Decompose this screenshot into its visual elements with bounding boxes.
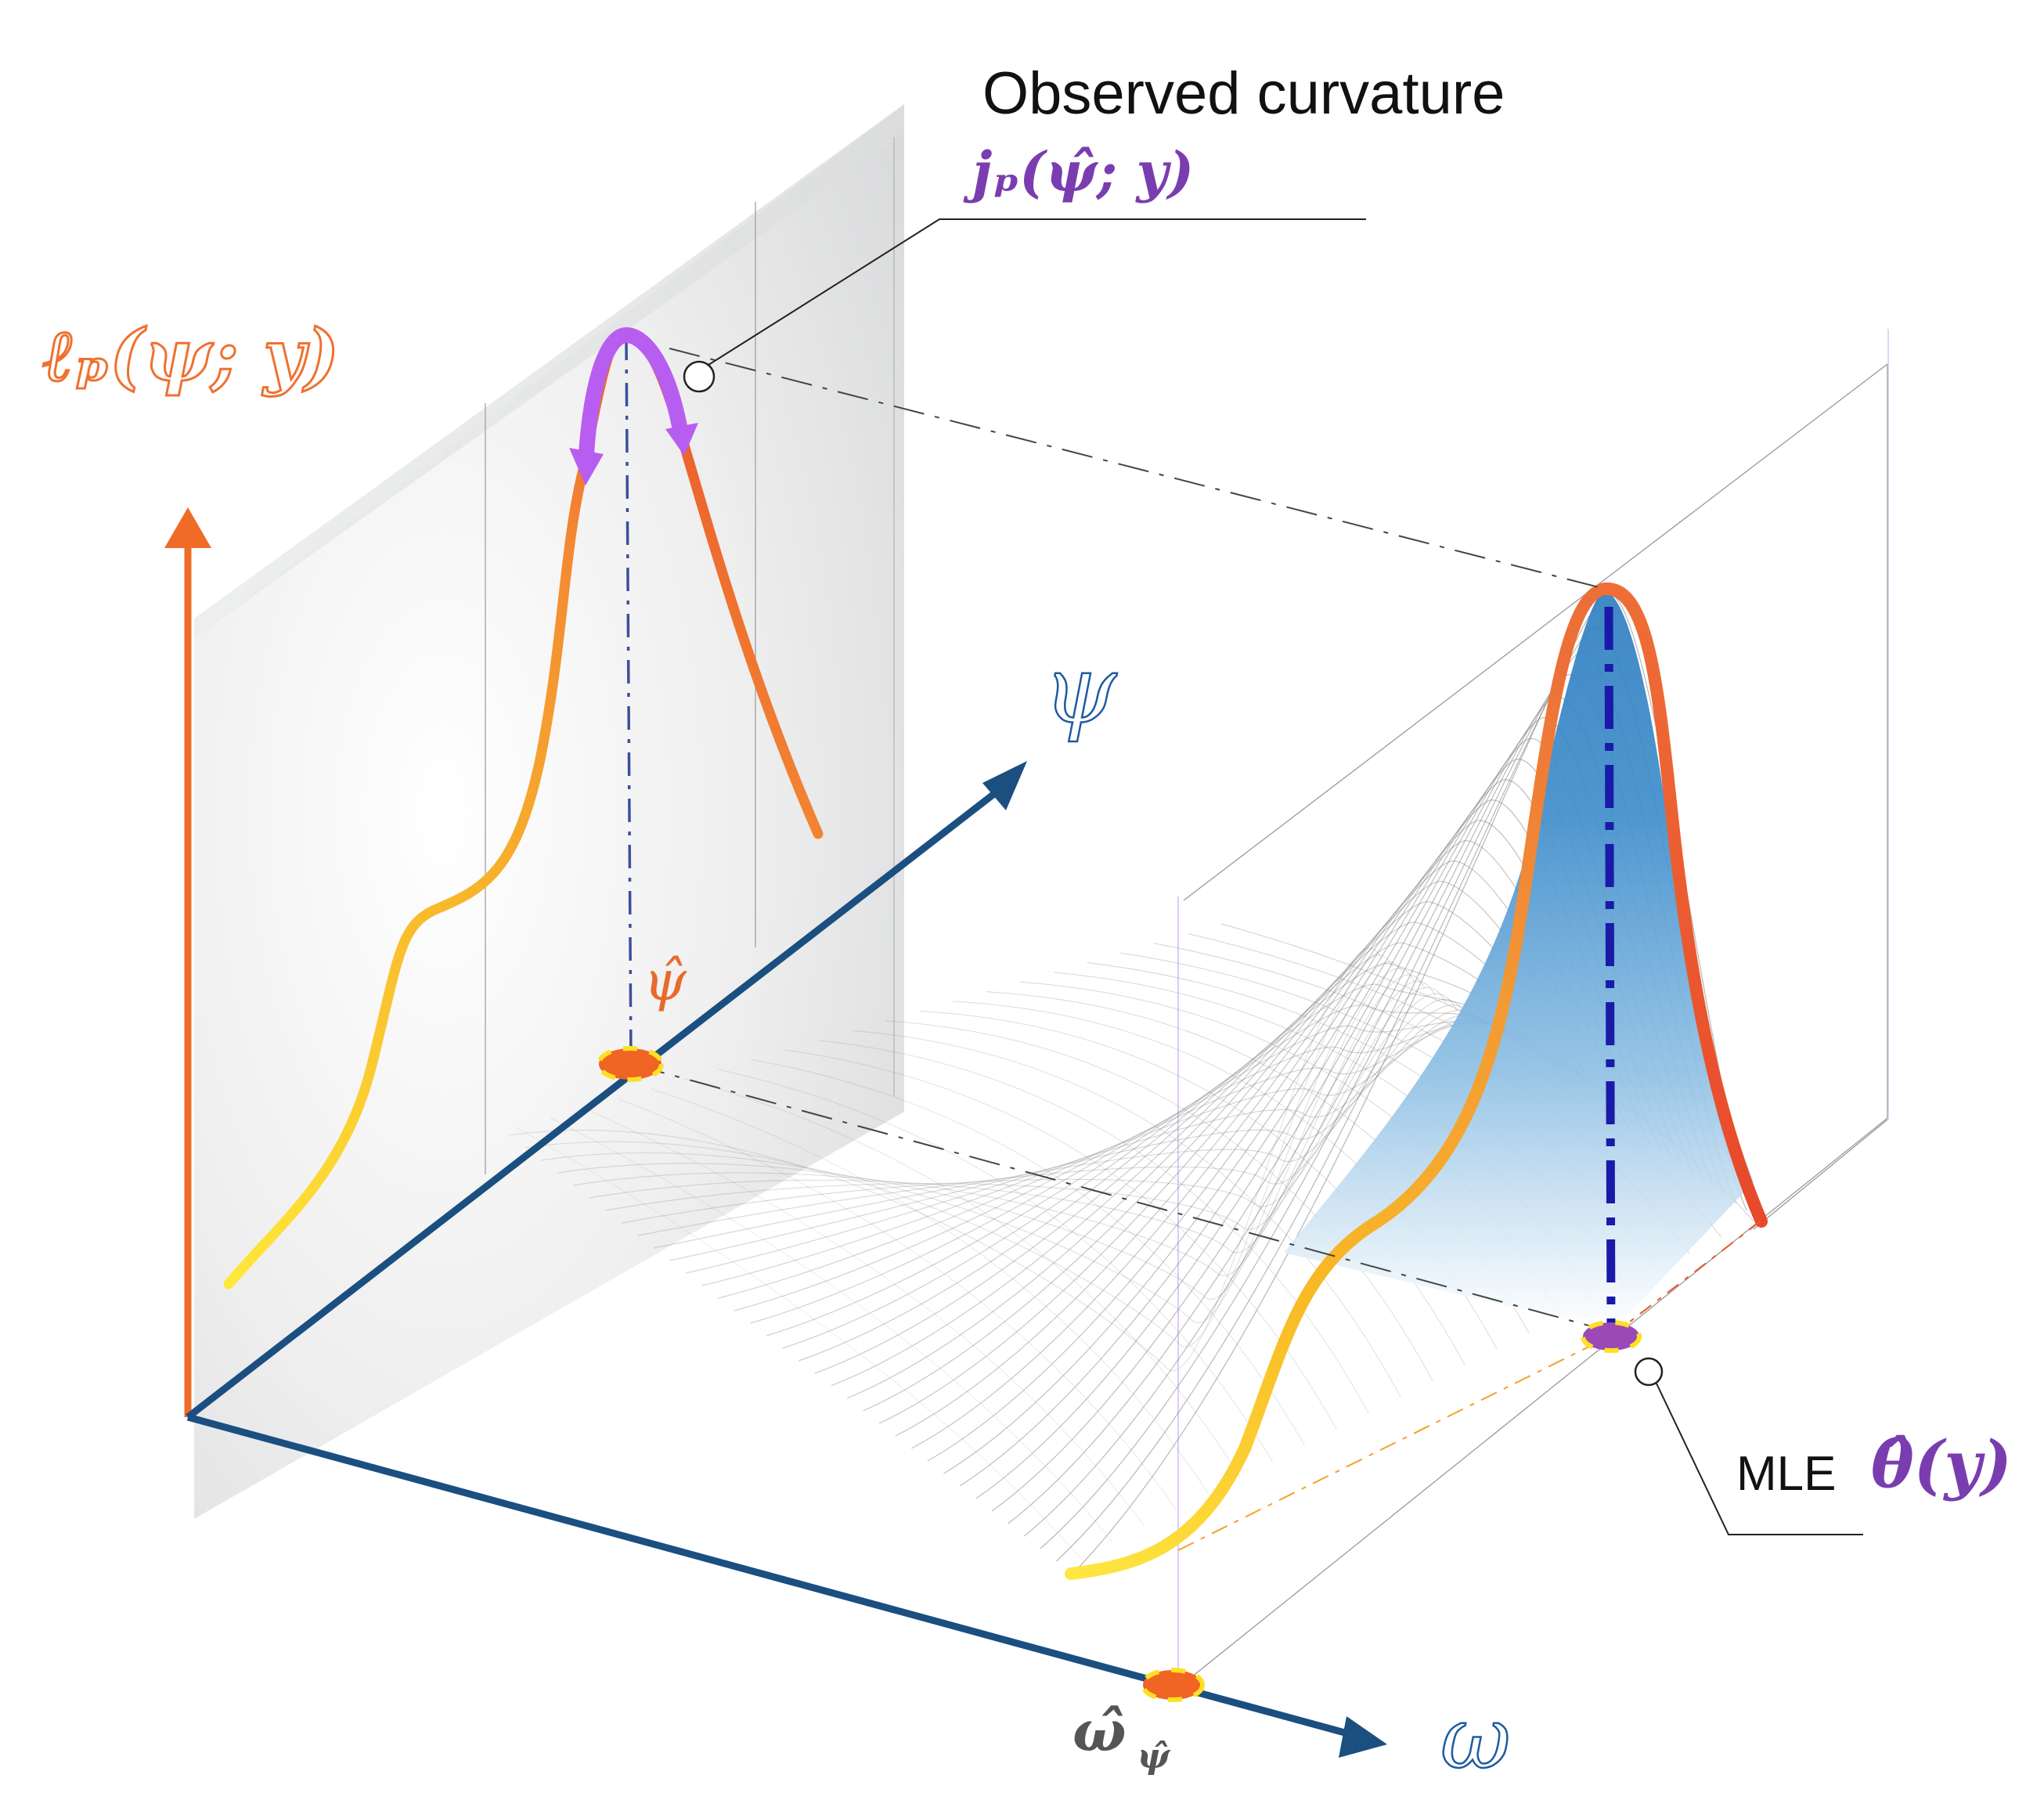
mle-vertical-line <box>1604 606 1616 1332</box>
mesh-line <box>525 954 1393 1347</box>
base-dash-line <box>1612 1217 1766 1336</box>
omega-axis-label: ω <box>1440 1688 1512 1788</box>
mesh-line <box>669 1009 1490 1261</box>
mesh-line <box>617 1098 1177 1510</box>
omega-hat-symbol: ω̂ <box>1072 1697 1127 1764</box>
mesh-line <box>516 1127 1081 1559</box>
omega-axis-arrowhead <box>1339 1716 1387 1758</box>
mesh-line <box>852 1030 1401 1398</box>
profile-axis-arrowhead <box>164 507 211 548</box>
mle-word: MLE <box>1736 1447 1837 1501</box>
curvature-callout <box>683 218 1366 393</box>
psi-hat-marker <box>597 1046 664 1082</box>
profile-likelihood-curve <box>223 327 824 1290</box>
curvature-arrowhead-right <box>665 423 698 456</box>
psi-axis-line <box>186 788 1000 1420</box>
mesh-line <box>621 993 1458 1224</box>
mesh-line <box>557 968 1415 1300</box>
curvature-arrows <box>569 326 698 485</box>
omega-hat-subscript: ψ̂ <box>1137 1737 1170 1777</box>
guide-line-bottom <box>633 1064 1610 1332</box>
mesh-line <box>583 1107 1145 1527</box>
curvature-title: Observed curvature <box>982 60 1505 127</box>
psi-hat-label: ψ̂ <box>643 949 687 1013</box>
mesh-line <box>605 987 1447 1230</box>
guide-line-top <box>669 348 1606 590</box>
omega-hat-marker <box>1141 1668 1205 1702</box>
profile-likelihood-label: ℓₚ(ψ; y) <box>41 313 340 398</box>
mesh-line <box>654 1005 1479 1249</box>
mesh-line <box>508 948 1382 1372</box>
mle-marker <box>1581 1320 1642 1353</box>
mle-callout <box>1634 1357 1863 1535</box>
right-box <box>1177 329 1889 1691</box>
mesh-line <box>686 1014 1501 1274</box>
mle-symbol: θ̂(y) <box>1871 1427 2012 1502</box>
mesh-line <box>550 1117 1113 1542</box>
mesh-line <box>573 974 1426 1276</box>
base-dash-line <box>1177 1334 1613 1551</box>
surface-profile-curve-right <box>1600 582 1768 1228</box>
back-panel <box>194 104 904 1519</box>
mesh-line <box>541 961 1404 1323</box>
psi-axis-label: ψ <box>1042 636 1118 745</box>
mesh-line <box>637 999 1469 1236</box>
mesh-line <box>718 1069 1274 1463</box>
curvature-symbol: jₚ(ψ̂; y) <box>972 139 1195 204</box>
mesh-line <box>684 1078 1242 1478</box>
mesh-line <box>701 1018 1512 1286</box>
psi-hat-vertical-line <box>625 336 633 1062</box>
omega-hat-label: ω̂ ψ̂ <box>1072 1703 1170 1774</box>
mesh-line <box>718 1021 1522 1299</box>
mesh-line <box>651 1088 1209 1495</box>
mesh-line <box>818 1040 1370 1414</box>
mesh-line <box>589 980 1437 1253</box>
mesh-line <box>885 1020 1433 1382</box>
mesh-line <box>751 1059 1306 1446</box>
curvature-arrowhead-left <box>569 448 604 485</box>
psi-axis-arrowhead <box>982 761 1027 810</box>
